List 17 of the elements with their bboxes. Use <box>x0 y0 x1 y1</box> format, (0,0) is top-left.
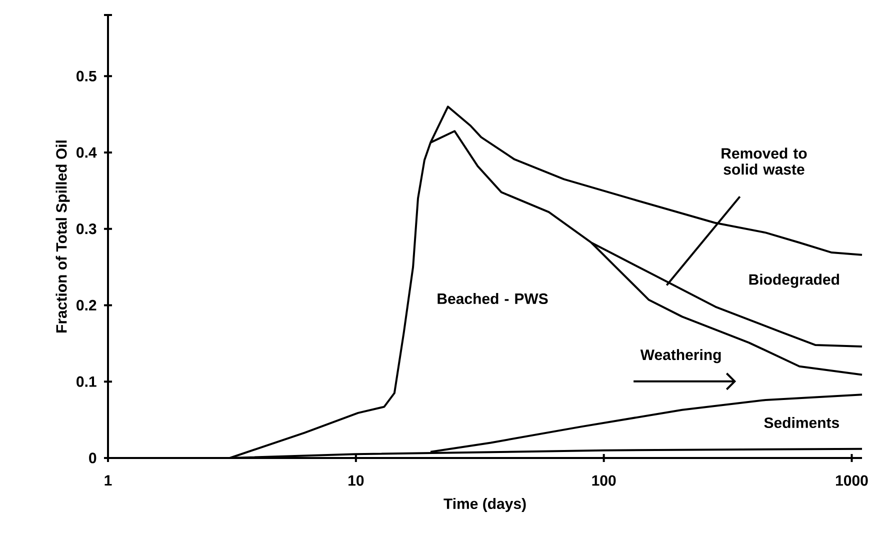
annotation: Removed to solid waste <box>722 148 807 175</box>
y-tick-label: 0 <box>89 452 96 464</box>
annotation: Sediments <box>764 417 839 428</box>
x-tick-label: 1 <box>104 475 112 486</box>
annotation: Biodegraded <box>749 274 839 288</box>
annotation: Weathering <box>640 349 721 364</box>
x-axis-title: Time (days) <box>444 498 526 512</box>
x-tick-label: 1000 <box>836 475 868 486</box>
x-tick-label: 10 <box>348 475 364 486</box>
y-tick-label: 0.2 <box>76 300 96 311</box>
y-axis-title: Fraction of Total Spilled Oil <box>56 140 70 332</box>
y-tick-label: 0.4 <box>76 147 97 158</box>
y-tick-label: 0.5 <box>76 70 96 82</box>
annotation: Beached - PWS <box>438 293 548 304</box>
x-tick-label: 100 <box>592 475 616 486</box>
y-tick-label: 0.1 <box>76 376 96 387</box>
y-tick-label: 0.3 <box>76 224 96 234</box>
